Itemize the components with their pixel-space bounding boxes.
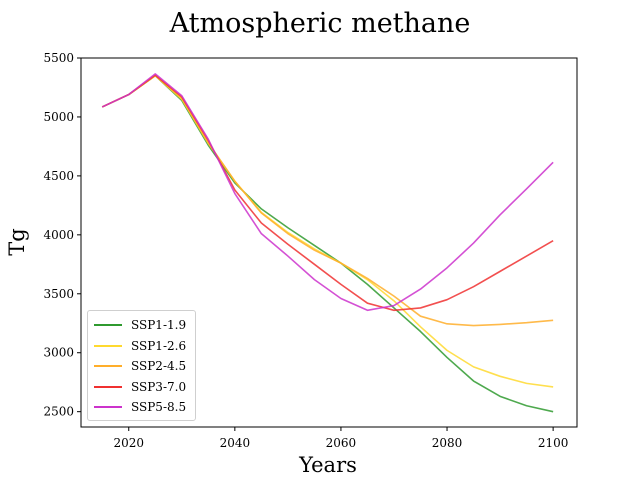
legend-item-ssp1-1-9: SSP1-1.9	[94, 315, 189, 336]
y-tick-label: 5000	[43, 110, 74, 124]
y-tick-label: 4000	[43, 228, 74, 242]
y-tick-label: 2500	[43, 405, 74, 419]
legend-item-ssp3-7-0: SSP3-7.0	[94, 377, 189, 398]
legend-item-ssp5-8-5: SSP5-8.5	[94, 397, 189, 418]
y-tick-label: 5500	[43, 51, 74, 65]
y-axis-label: Tg	[5, 228, 29, 255]
x-tick-label: 2100	[538, 436, 569, 450]
y-tick-label: 3500	[43, 287, 74, 301]
legend-item-ssp1-2-6: SSP1-2.6	[94, 336, 189, 357]
legend-label: SSP5-8.5	[131, 400, 187, 415]
legend-label: SSP2-4.5	[131, 359, 187, 374]
x-tick-label: 2040	[220, 436, 251, 450]
legend-label: SSP1-2.6	[131, 338, 187, 353]
legend-item-ssp2-4-5: SSP2-4.5	[94, 356, 189, 377]
x-axis-label: Years	[298, 453, 357, 477]
chart-legend: SSP1-1.9 SSP1-2.6 SSP2-4.5 SSP3-7.0 SSP5…	[87, 310, 196, 421]
chart-title: Atmospheric methane	[169, 8, 471, 39]
y-tick-label: 4500	[43, 169, 74, 183]
y-tick-label: 3000	[43, 346, 74, 360]
legend-swatch	[94, 344, 122, 347]
legend-label: SSP1-1.9	[131, 318, 187, 333]
axis-layer: 2020 2040 2060 2080 2100 2500 3000 3500 4000 4500…	[43, 51, 568, 450]
x-tick-label: 2080	[432, 436, 463, 450]
legend-swatch	[94, 406, 122, 409]
series-line-ssp3-7-0	[101, 74, 554, 312]
legend-label: SSP3-7.0	[131, 379, 187, 394]
series-line-ssp5-8-5	[101, 73, 554, 312]
legend-swatch	[94, 365, 122, 368]
series-layer	[101, 73, 554, 413]
x-tick-label: 2060	[326, 436, 357, 450]
series-line-ssp2-4-5	[101, 74, 554, 327]
legend-swatch	[94, 385, 122, 388]
legend-swatch	[94, 324, 122, 327]
x-tick-label: 2020	[113, 436, 144, 450]
plot-frame	[80, 57, 578, 428]
